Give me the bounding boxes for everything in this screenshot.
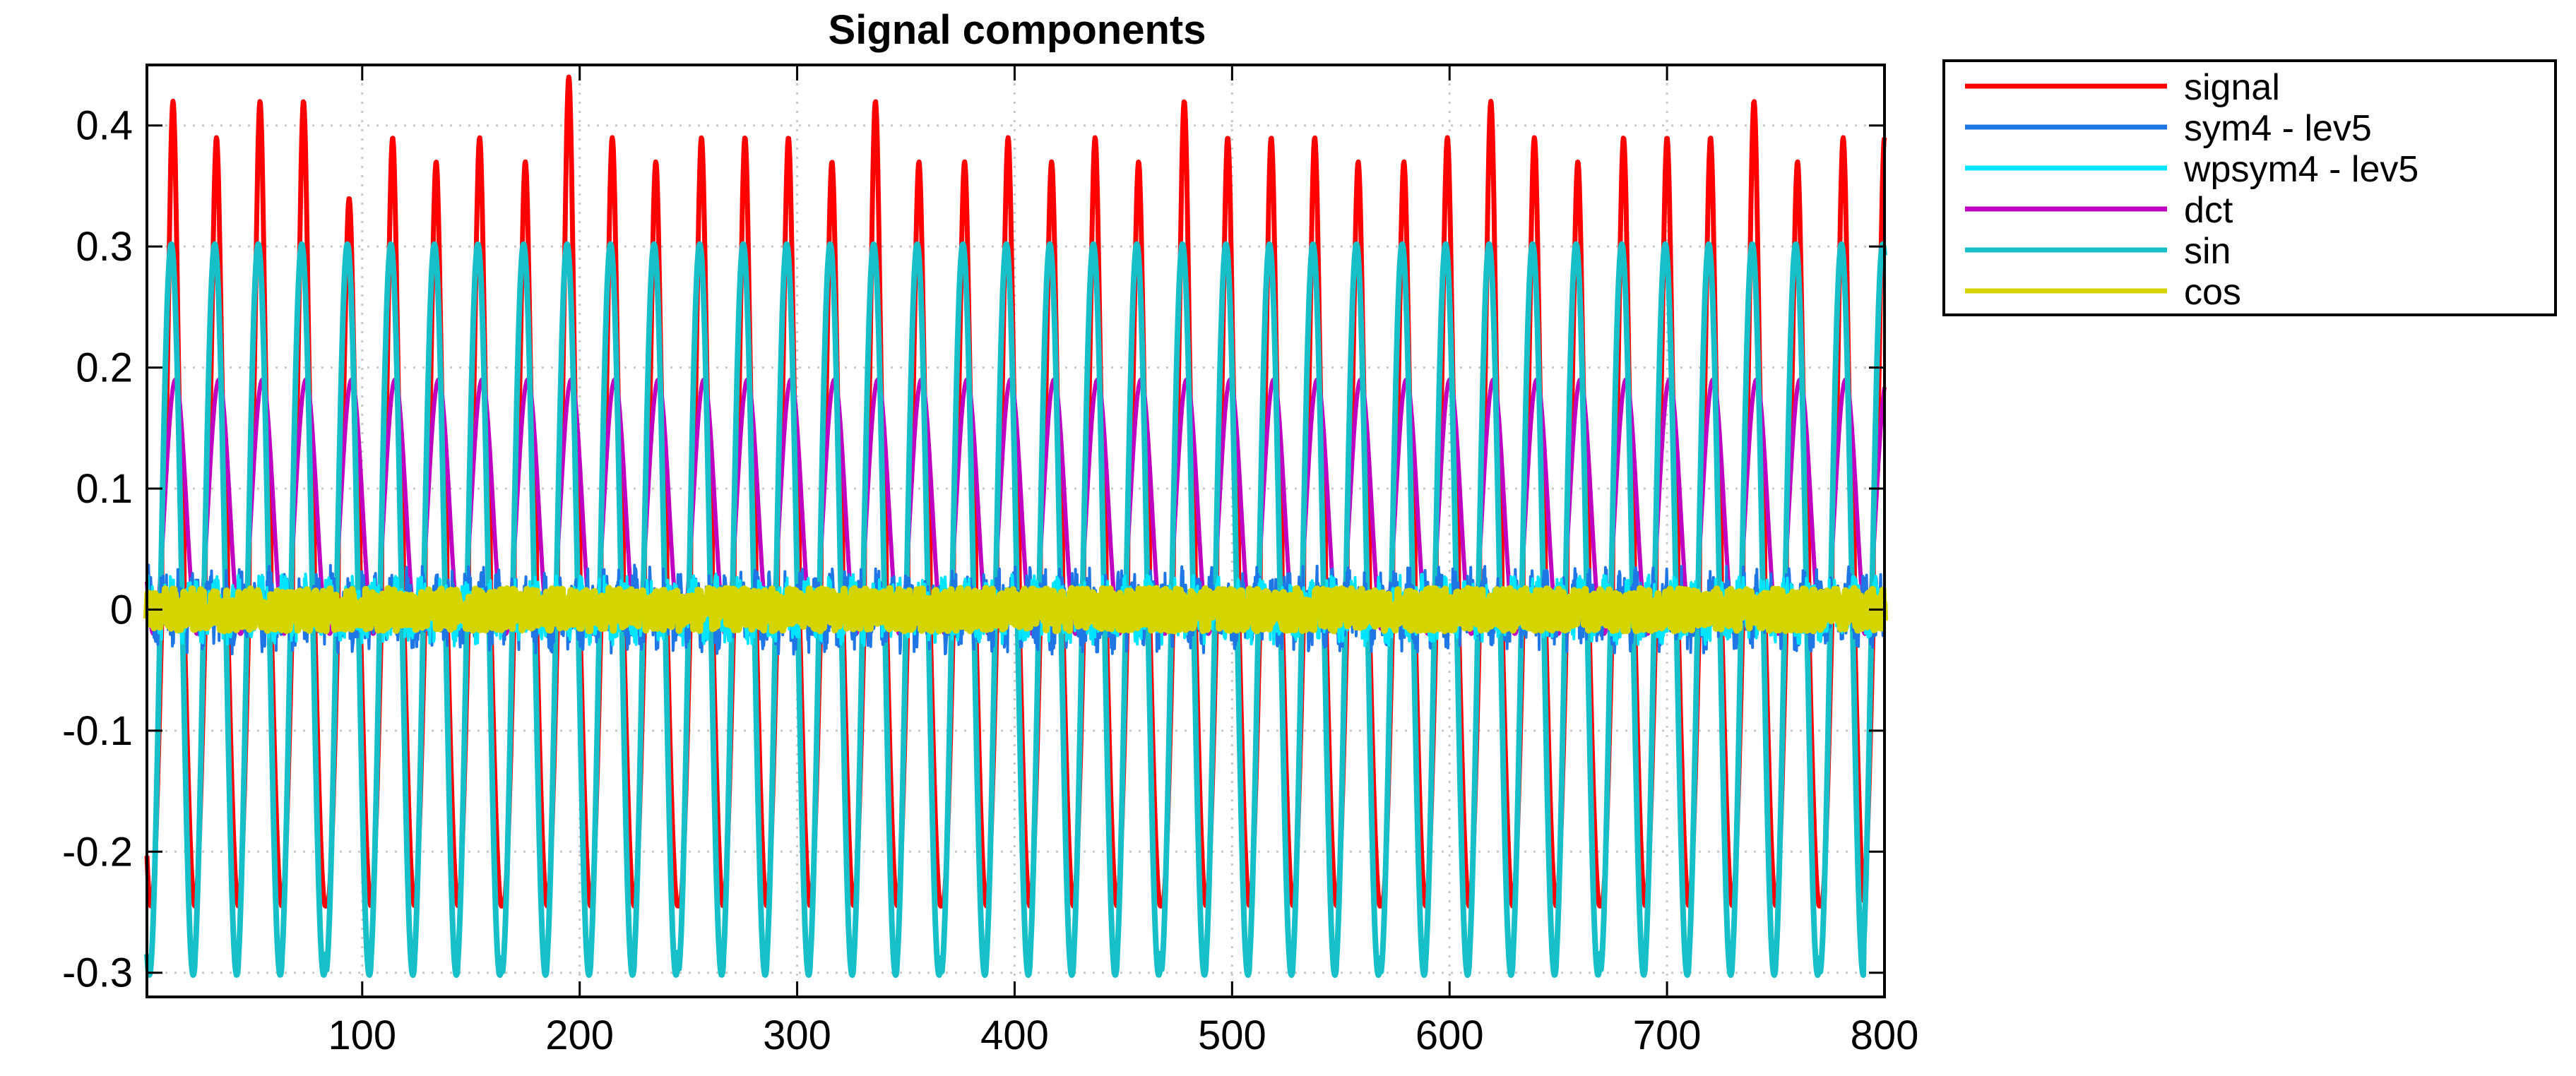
- y-tick-label: 0.2: [76, 345, 133, 391]
- y-tick-label: 0: [110, 587, 133, 633]
- x-tick-label: 100: [328, 1012, 396, 1058]
- x-tick-label: 400: [980, 1012, 1049, 1058]
- legend-label: dct: [2184, 190, 2233, 231]
- x-axis-tick-labels: 100 200 300 400 500 600 700 800: [328, 1012, 1918, 1058]
- series-layer: [143, 74, 1888, 979]
- tick-layer: [147, 65, 1886, 997]
- plot-area-frame: [146, 64, 1886, 998]
- x-tick-label: 800: [1851, 1012, 1919, 1058]
- chart-title: Signal components: [829, 7, 1206, 53]
- x-tick-label: 500: [1198, 1012, 1266, 1058]
- y-axis-tick-labels: 0.4 0.3 0.2 0.1 0 -0.1 -0.2 -0.3: [62, 103, 133, 996]
- legend-label: cos: [2184, 272, 2241, 313]
- legend-label: signal: [2184, 67, 2280, 108]
- legend-label: sym4 - lev5: [2184, 108, 2372, 149]
- series-line-sin: [144, 241, 1887, 979]
- y-tick-label: 0.4: [76, 103, 133, 149]
- y-tick-label: -0.1: [62, 708, 133, 754]
- legend-box: [1942, 59, 2557, 316]
- x-tick-label: 600: [1415, 1012, 1484, 1058]
- y-tick-label: 0.3: [76, 224, 133, 270]
- x-tick-label: 300: [763, 1012, 831, 1058]
- y-tick-label: 0.1: [76, 466, 133, 512]
- legend-label: sin: [2184, 231, 2231, 272]
- x-tick-label: 200: [545, 1012, 614, 1058]
- legend-label: wpsym4 - lev5: [2183, 149, 2418, 190]
- y-tick-label: -0.3: [62, 950, 133, 996]
- x-tick-label: 700: [1633, 1012, 1702, 1058]
- y-tick-label: -0.2: [62, 829, 133, 875]
- series-line-cos: [143, 585, 1888, 635]
